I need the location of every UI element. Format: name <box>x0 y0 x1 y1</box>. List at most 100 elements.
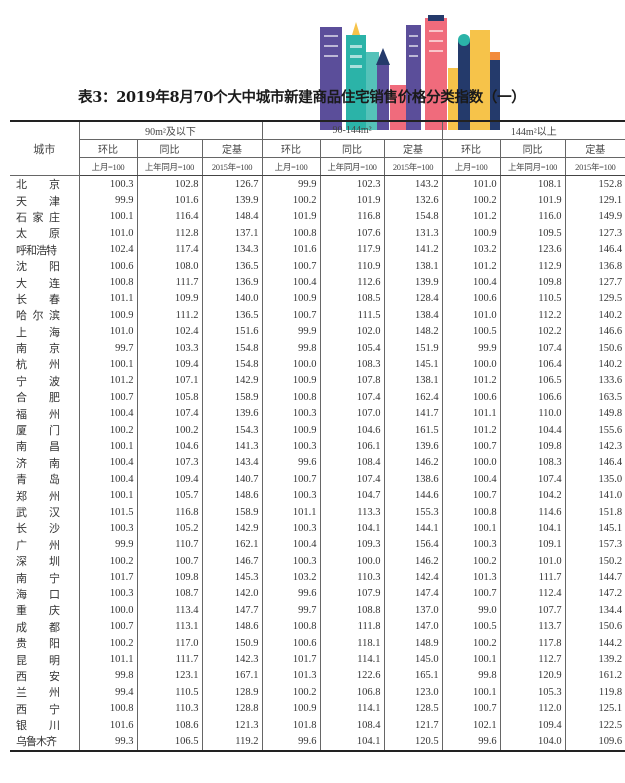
index-value: 121.3 <box>201 716 263 734</box>
city-cell: 合肥 <box>10 389 79 405</box>
index-value: 107.4 <box>319 471 385 488</box>
index-value: 132.6 <box>383 192 443 209</box>
city-name: 成都 <box>16 620 60 634</box>
table-row: 南京 99.7 103.3 154.8 99.8 105.4 151.9 99.9 107.4 1… <box>10 339 625 357</box>
index-value: 99.0 <box>441 602 501 619</box>
index-value: 100.1 <box>78 208 137 226</box>
city-name: 合肥 <box>16 391 60 405</box>
index-value: 100.3 <box>261 520 321 537</box>
index-value: 162.1 <box>201 536 263 553</box>
city-skyline-illustration <box>320 15 500 130</box>
city-name: 深圳 <box>16 555 60 569</box>
index-value: 144.1 <box>383 520 443 537</box>
index-value: 104.4 <box>499 421 566 439</box>
index-value: 146.7 <box>201 552 263 570</box>
index-value: 104.2 <box>499 487 566 504</box>
index-value: 101.6 <box>78 716 137 734</box>
city-name: 南宁 <box>16 571 60 585</box>
index-value: 108.3 <box>499 454 566 472</box>
city-column-header: 城市 <box>10 120 80 176</box>
city-name: 昆明 <box>16 653 60 667</box>
subheader: 定基 <box>564 139 625 158</box>
index-value: 107.6 <box>319 225 385 242</box>
index-value: 109.4 <box>136 471 202 488</box>
index-value: 139.9 <box>383 274 443 291</box>
index-value: 100.9 <box>261 290 321 308</box>
index-value: 155.3 <box>383 503 443 521</box>
city-name: 乌鲁木齐 <box>16 735 57 749</box>
index-value: 109.1 <box>499 536 566 553</box>
index-value: 113.1 <box>136 618 202 635</box>
index-value: 141.2 <box>383 241 443 258</box>
unit-header: 2015年=100 <box>383 157 443 176</box>
index-value: 141.7 <box>383 405 443 422</box>
index-value: 101.2 <box>441 372 501 390</box>
city-cell: 太原 <box>10 225 79 241</box>
table-row: 长沙 100.3 105.2 142.9 100.3 104.1 144.1 100.1 104… <box>10 520 625 537</box>
table-row: 上海 101.0 102.4 151.6 99.9 102.0 148.2 100.5 102.… <box>10 323 625 340</box>
index-value: 107.4 <box>136 405 202 422</box>
city-cell: 南宁 <box>10 569 79 585</box>
index-value: 100.6 <box>441 290 501 308</box>
city-cell: 西安 <box>10 668 79 684</box>
index-value: 111.7 <box>136 274 202 291</box>
city-name: 西安 <box>16 669 60 683</box>
index-value: 101.1 <box>78 290 137 308</box>
table-row: 乌鲁木齐 99.3 106.5 119.2 99.6 104.1 120.5 99.6 104.… <box>10 733 625 751</box>
index-value: 139.6 <box>201 405 263 422</box>
unit-header: 上月=100 <box>78 157 138 176</box>
subheader: 同比 <box>499 139 566 158</box>
index-value: 142.4 <box>383 569 443 586</box>
index-value: 113.3 <box>319 503 385 521</box>
index-value: 109.6 <box>564 733 625 751</box>
index-value: 138.1 <box>383 257 443 275</box>
index-value: 101.0 <box>441 307 501 324</box>
index-value: 114.6 <box>499 503 566 521</box>
index-value: 113.4 <box>136 602 202 619</box>
index-value: 134.3 <box>201 241 263 258</box>
city-cell: 福州 <box>10 405 79 421</box>
index-value: 99.6 <box>441 733 501 751</box>
index-value: 100.4 <box>261 274 321 291</box>
index-value: 100.7 <box>441 487 501 504</box>
city-cell: 石家庄 <box>10 209 79 225</box>
index-value: 103.2 <box>441 241 501 258</box>
index-value: 100.4 <box>261 536 321 553</box>
index-value: 103.2 <box>261 569 321 586</box>
subheader: 同比 <box>136 139 203 158</box>
index-value: 107.4 <box>499 471 566 488</box>
index-value: 123.1 <box>136 667 202 685</box>
city-cell: 南京 <box>10 340 79 356</box>
index-value: 101.9 <box>261 208 321 226</box>
city-name: 呼和浩特 <box>16 243 57 257</box>
index-value: 99.9 <box>78 192 137 209</box>
table-row: 武汉 101.5 116.8 158.9 101.1 113.3 155.3 100.8 114… <box>10 503 625 521</box>
index-value: 128.8 <box>201 700 263 717</box>
index-value: 108.6 <box>136 716 202 734</box>
index-value: 100.6 <box>261 634 321 652</box>
city-cell: 北京 <box>10 176 79 193</box>
city-cell: 厦门 <box>10 422 79 438</box>
city-cell: 重庆 <box>10 602 79 618</box>
table-row: 沈阳 100.6 108.0 136.5 100.7 110.9 138.1 101.2 112… <box>10 257 625 275</box>
index-value: 108.0 <box>136 257 202 275</box>
index-value: 109.4 <box>499 716 566 734</box>
index-value: 113.7 <box>499 618 566 635</box>
index-value: 101.6 <box>136 192 202 209</box>
unit-header: 上年同月=100 <box>319 157 385 176</box>
index-value: 101.2 <box>441 257 501 275</box>
index-value: 136.8 <box>564 257 625 275</box>
index-value: 165.1 <box>383 667 443 685</box>
city-cell: 广州 <box>10 537 79 553</box>
index-value: 127.3 <box>564 225 625 242</box>
index-value: 142.9 <box>201 372 263 390</box>
index-value: 101.1 <box>441 405 501 422</box>
index-value: 100.2 <box>261 684 321 701</box>
index-value: 107.9 <box>319 585 385 603</box>
index-value: 104.0 <box>499 733 566 751</box>
index-value: 139.2 <box>564 651 625 668</box>
index-value: 104.1 <box>499 520 566 537</box>
index-value: 147.4 <box>383 585 443 603</box>
index-value: 112.4 <box>499 585 566 603</box>
table-row: 大连 100.8 111.7 136.9 100.4 112.6 139.9 100.4 109… <box>10 274 625 291</box>
